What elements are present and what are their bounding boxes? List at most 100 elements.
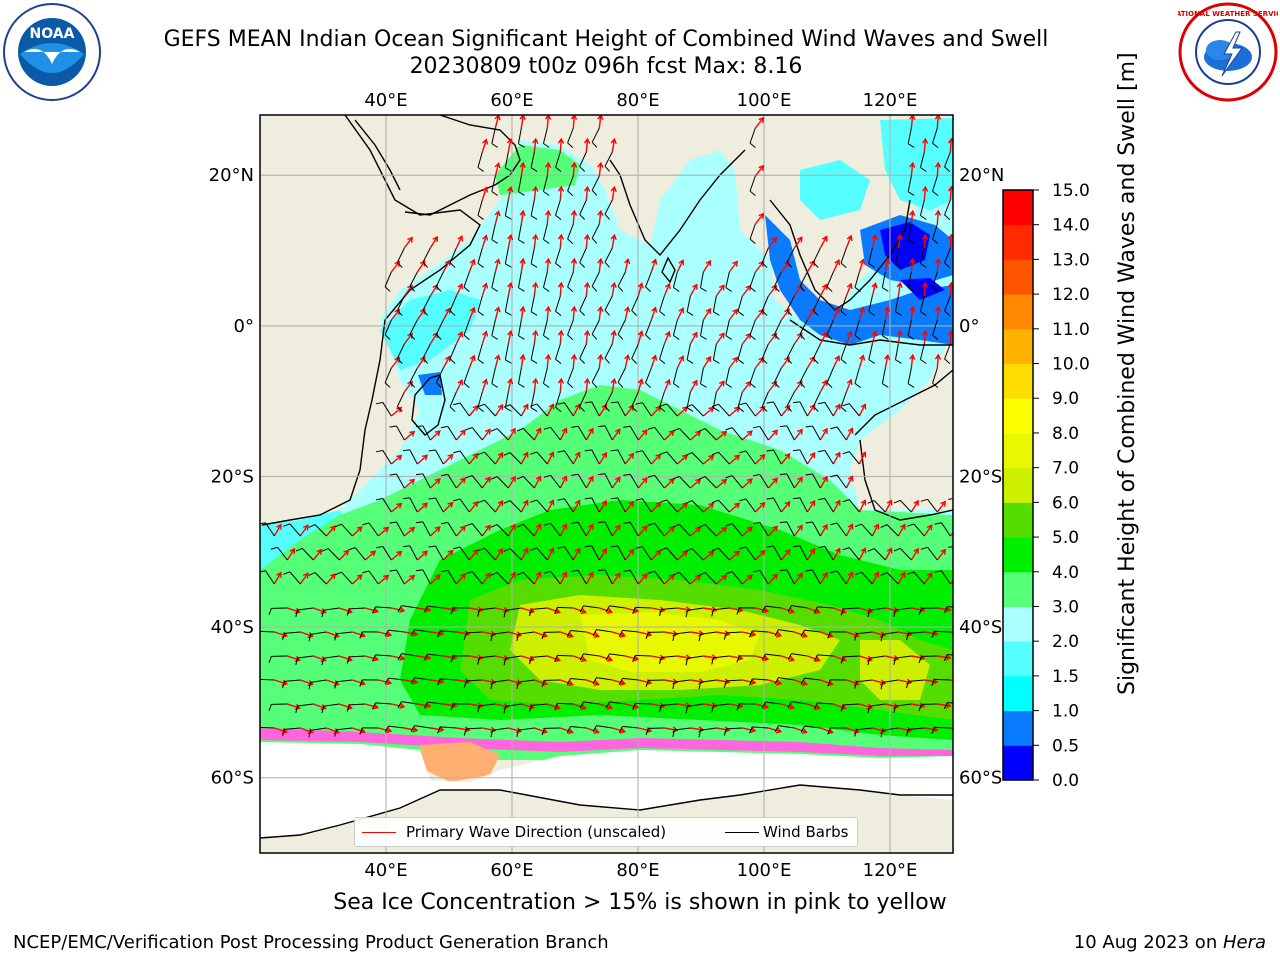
wind-barb bbox=[622, 629, 639, 633]
wave-arrow-head bbox=[771, 332, 778, 339]
wind-barb-flag bbox=[308, 634, 311, 642]
wave-arrow bbox=[715, 380, 725, 393]
wave-arrow bbox=[963, 211, 964, 224]
wave-arrow bbox=[663, 379, 670, 393]
wind-barb bbox=[957, 128, 964, 143]
wave-arrow-head bbox=[705, 307, 712, 315]
colorbar: 0.00.51.01.52.03.04.05.06.07.08.09.010.0… bbox=[1002, 181, 1090, 791]
wind-barb-flag bbox=[530, 263, 538, 268]
wave-arrow bbox=[754, 502, 766, 513]
wind-barb-flag bbox=[308, 572, 316, 576]
wind-barb bbox=[531, 655, 548, 658]
wind-barb bbox=[745, 402, 756, 417]
wave-arrow bbox=[377, 527, 389, 537]
wave-arrow bbox=[624, 307, 629, 321]
wind-barb-flag bbox=[698, 572, 706, 576]
wave-arrow-head bbox=[921, 185, 929, 192]
wind-barb bbox=[396, 521, 405, 537]
wave-arrow-head bbox=[394, 260, 401, 267]
wind-barb-flag bbox=[436, 678, 441, 686]
wave-arrow bbox=[820, 631, 833, 638]
wave-arrow-head bbox=[900, 571, 906, 578]
wave-arrow bbox=[845, 476, 853, 489]
wind-barb-flag bbox=[931, 631, 935, 639]
wind-barb-flag bbox=[555, 310, 562, 316]
wind-barb bbox=[617, 271, 626, 287]
wind-barb bbox=[812, 425, 821, 441]
madagascar-coastline bbox=[411, 374, 446, 436]
wave-arrow bbox=[325, 525, 336, 537]
wave-arrow bbox=[533, 187, 537, 201]
wind-barb bbox=[941, 522, 951, 537]
wave-arrow bbox=[911, 703, 925, 708]
wind-barb-flag bbox=[905, 681, 909, 689]
wave-arrow-head bbox=[522, 499, 529, 506]
wave-arrow-head bbox=[821, 283, 828, 290]
wind-barb bbox=[944, 199, 951, 216]
wave-arrow bbox=[429, 430, 441, 441]
wave-arrow bbox=[729, 607, 743, 612]
wind-barb-flag bbox=[842, 499, 850, 503]
wind-barb-flag bbox=[528, 657, 532, 665]
wave-arrow bbox=[611, 139, 616, 153]
wind-barb-flag bbox=[752, 473, 760, 477]
wind-barb-flag bbox=[543, 522, 551, 526]
wind-barb-flag bbox=[295, 705, 298, 713]
wind-barb-flag bbox=[555, 214, 562, 220]
wind-barb bbox=[297, 655, 314, 659]
wave-arrow bbox=[572, 548, 581, 561]
wind-barb-flag bbox=[597, 521, 606, 524]
wind-barb bbox=[691, 452, 704, 465]
wind-barb-flag bbox=[375, 497, 383, 501]
wave-arrow bbox=[637, 331, 643, 345]
wave-arrow bbox=[729, 655, 743, 660]
wave-arrow-head bbox=[967, 551, 972, 556]
wind-barb-flag bbox=[882, 383, 889, 388]
wave-arrow bbox=[572, 354, 575, 369]
wind-barb bbox=[840, 391, 847, 408]
wave-arrow-head bbox=[827, 680, 834, 687]
wind-barb-flag bbox=[440, 425, 448, 429]
wave-arrow bbox=[767, 477, 778, 489]
wind-barb-flag bbox=[761, 262, 768, 268]
wind-barb-flag bbox=[605, 701, 610, 709]
wind-barb-flag bbox=[948, 546, 953, 548]
wave-arrow bbox=[585, 378, 589, 393]
wave-arrow bbox=[455, 379, 463, 393]
wind-barb-flag bbox=[713, 359, 720, 364]
wind-barb bbox=[868, 247, 873, 264]
wind-barb bbox=[427, 701, 444, 705]
wave-arrow-head bbox=[276, 523, 282, 530]
wind-barb bbox=[674, 727, 691, 731]
wind-barb bbox=[699, 271, 704, 288]
wave-arrow bbox=[755, 607, 769, 612]
wind-barb-flag bbox=[449, 310, 456, 316]
wind-barb-flag bbox=[792, 449, 800, 452]
wind-barb bbox=[368, 570, 379, 585]
wind-barb-flag bbox=[543, 239, 550, 244]
wind-barb bbox=[745, 450, 756, 465]
wave-arrow-head bbox=[610, 185, 617, 193]
wave-arrow-head bbox=[601, 547, 607, 555]
wind-barb-flag bbox=[907, 335, 915, 340]
wind-barb bbox=[314, 572, 327, 585]
wind-barb-flag bbox=[610, 449, 618, 452]
wave-arrow-head bbox=[561, 427, 568, 434]
wave-arrow bbox=[832, 500, 841, 513]
wave-arrow-head bbox=[834, 451, 841, 458]
wind-barb-flag bbox=[422, 261, 429, 268]
wind-barb-flag bbox=[826, 286, 833, 292]
wave-arrow bbox=[768, 631, 782, 637]
colorbar-tick-label: 15.0 bbox=[1052, 181, 1090, 201]
wave-arrow bbox=[326, 631, 339, 638]
wave-arrow-head bbox=[909, 161, 916, 168]
wave-arrow-head bbox=[409, 478, 416, 485]
wind-barb-flag bbox=[631, 310, 637, 316]
wind-barb bbox=[522, 476, 535, 489]
wave-arrow bbox=[793, 525, 803, 537]
wind-barb bbox=[447, 426, 457, 441]
antarctica-coastline bbox=[260, 784, 953, 839]
wave-arrow-head bbox=[544, 209, 552, 216]
wind-barb bbox=[726, 727, 743, 730]
wave-arrow bbox=[871, 331, 877, 345]
